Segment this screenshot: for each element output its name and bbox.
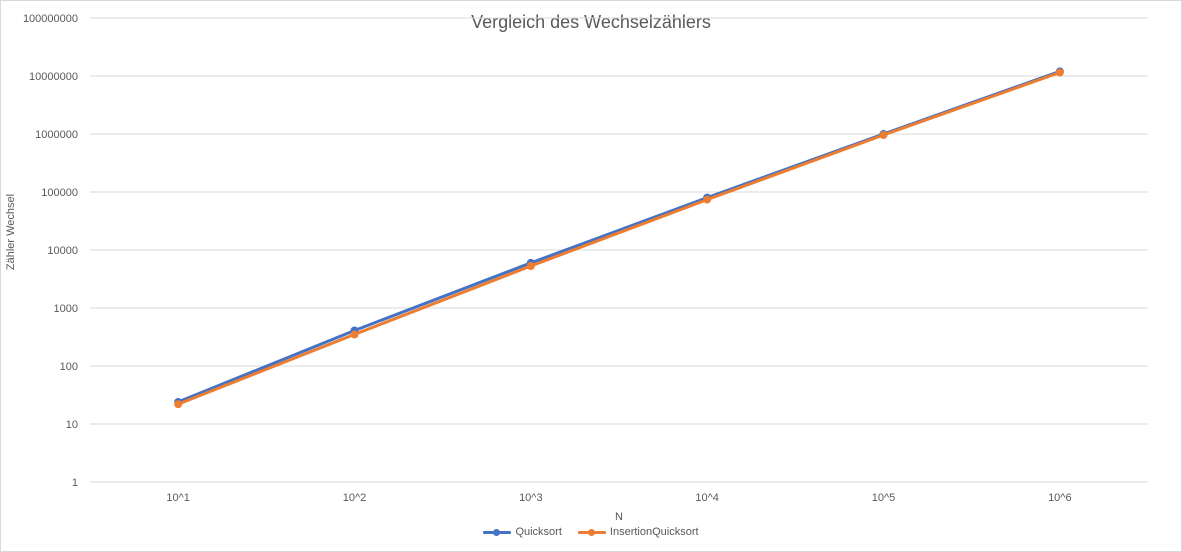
- series-lines: [174, 67, 1064, 409]
- legend-label: InsertionQuicksort: [609, 526, 699, 538]
- series-line-insertionquicksort: [176, 71, 1062, 406]
- data-point-insertionquicksort: [703, 195, 712, 204]
- y-tick-label: 100000: [41, 187, 78, 199]
- y-tick-label: 100: [60, 361, 78, 373]
- y-tick-label: 100000000: [23, 13, 78, 25]
- data-point-insertionquicksort: [1055, 68, 1064, 77]
- x-tick-label: 10^5: [872, 492, 896, 504]
- data-point-insertionquicksort: [174, 400, 183, 409]
- x-tick-label: 10^2: [343, 492, 367, 504]
- x-axis-label: N: [615, 511, 623, 523]
- x-tick-labels: 10^1 10^2 10^3 10^4 10^5 10^6: [166, 492, 1071, 504]
- x-tick-label: 10^4: [695, 492, 719, 504]
- y-tick-label: 1000000: [35, 129, 78, 141]
- data-point-insertionquicksort: [879, 131, 888, 140]
- y-tick-label: 1000: [54, 303, 78, 315]
- y-axis-label-text: Zähler Wechsel: [5, 193, 17, 271]
- y-tick-label: 1: [72, 477, 78, 489]
- legend-item-insertionquicksort: InsertionQuicksort: [577, 526, 699, 538]
- x-tick-label: 10^6: [1048, 492, 1072, 504]
- gridlines: [90, 17, 1148, 483]
- data-point-insertionquicksort: [350, 330, 359, 339]
- y-tick-labels: 1 10 100 1000 10000 100000 1000000 10000000 1000…: [23, 13, 78, 489]
- legend-swatch-icon: [577, 527, 606, 537]
- x-tick-label: 10^3: [519, 492, 543, 504]
- y-tick-label: 10000000: [29, 71, 78, 83]
- legend-label: Quicksort: [515, 526, 562, 538]
- y-tick-label: 10: [66, 419, 78, 431]
- legend: Quicksort InsertionQuicksort: [0, 526, 1182, 538]
- legend-swatch-icon: [483, 527, 512, 537]
- x-tick-label: 10^1: [166, 492, 190, 504]
- chart-title: Vergleich des Wechselzählers: [471, 12, 711, 32]
- y-tick-label: 10000: [47, 245, 78, 257]
- data-point-insertionquicksort: [526, 261, 535, 270]
- legend-item-quicksort: Quicksort: [483, 526, 562, 538]
